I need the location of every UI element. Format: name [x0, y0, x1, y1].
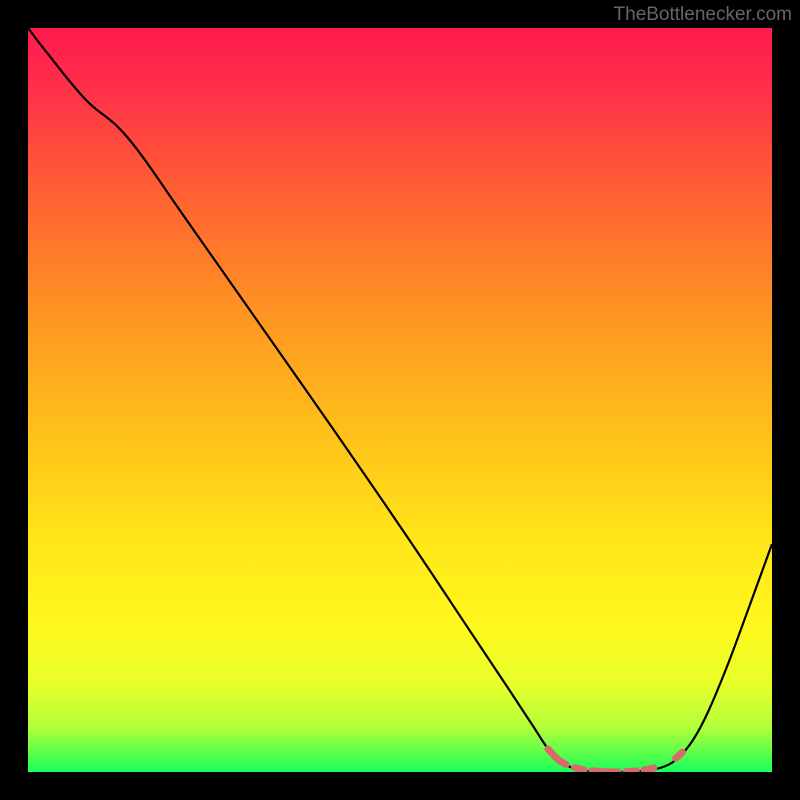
bottleneck-curve [28, 28, 772, 772]
curve-layer [28, 28, 772, 772]
attribution-text: TheBottlenecker.com [614, 4, 792, 26]
chart-container: TheBottlenecker.com [0, 0, 800, 800]
plot-area [28, 28, 772, 772]
bottleneck-highlight [548, 746, 688, 772]
